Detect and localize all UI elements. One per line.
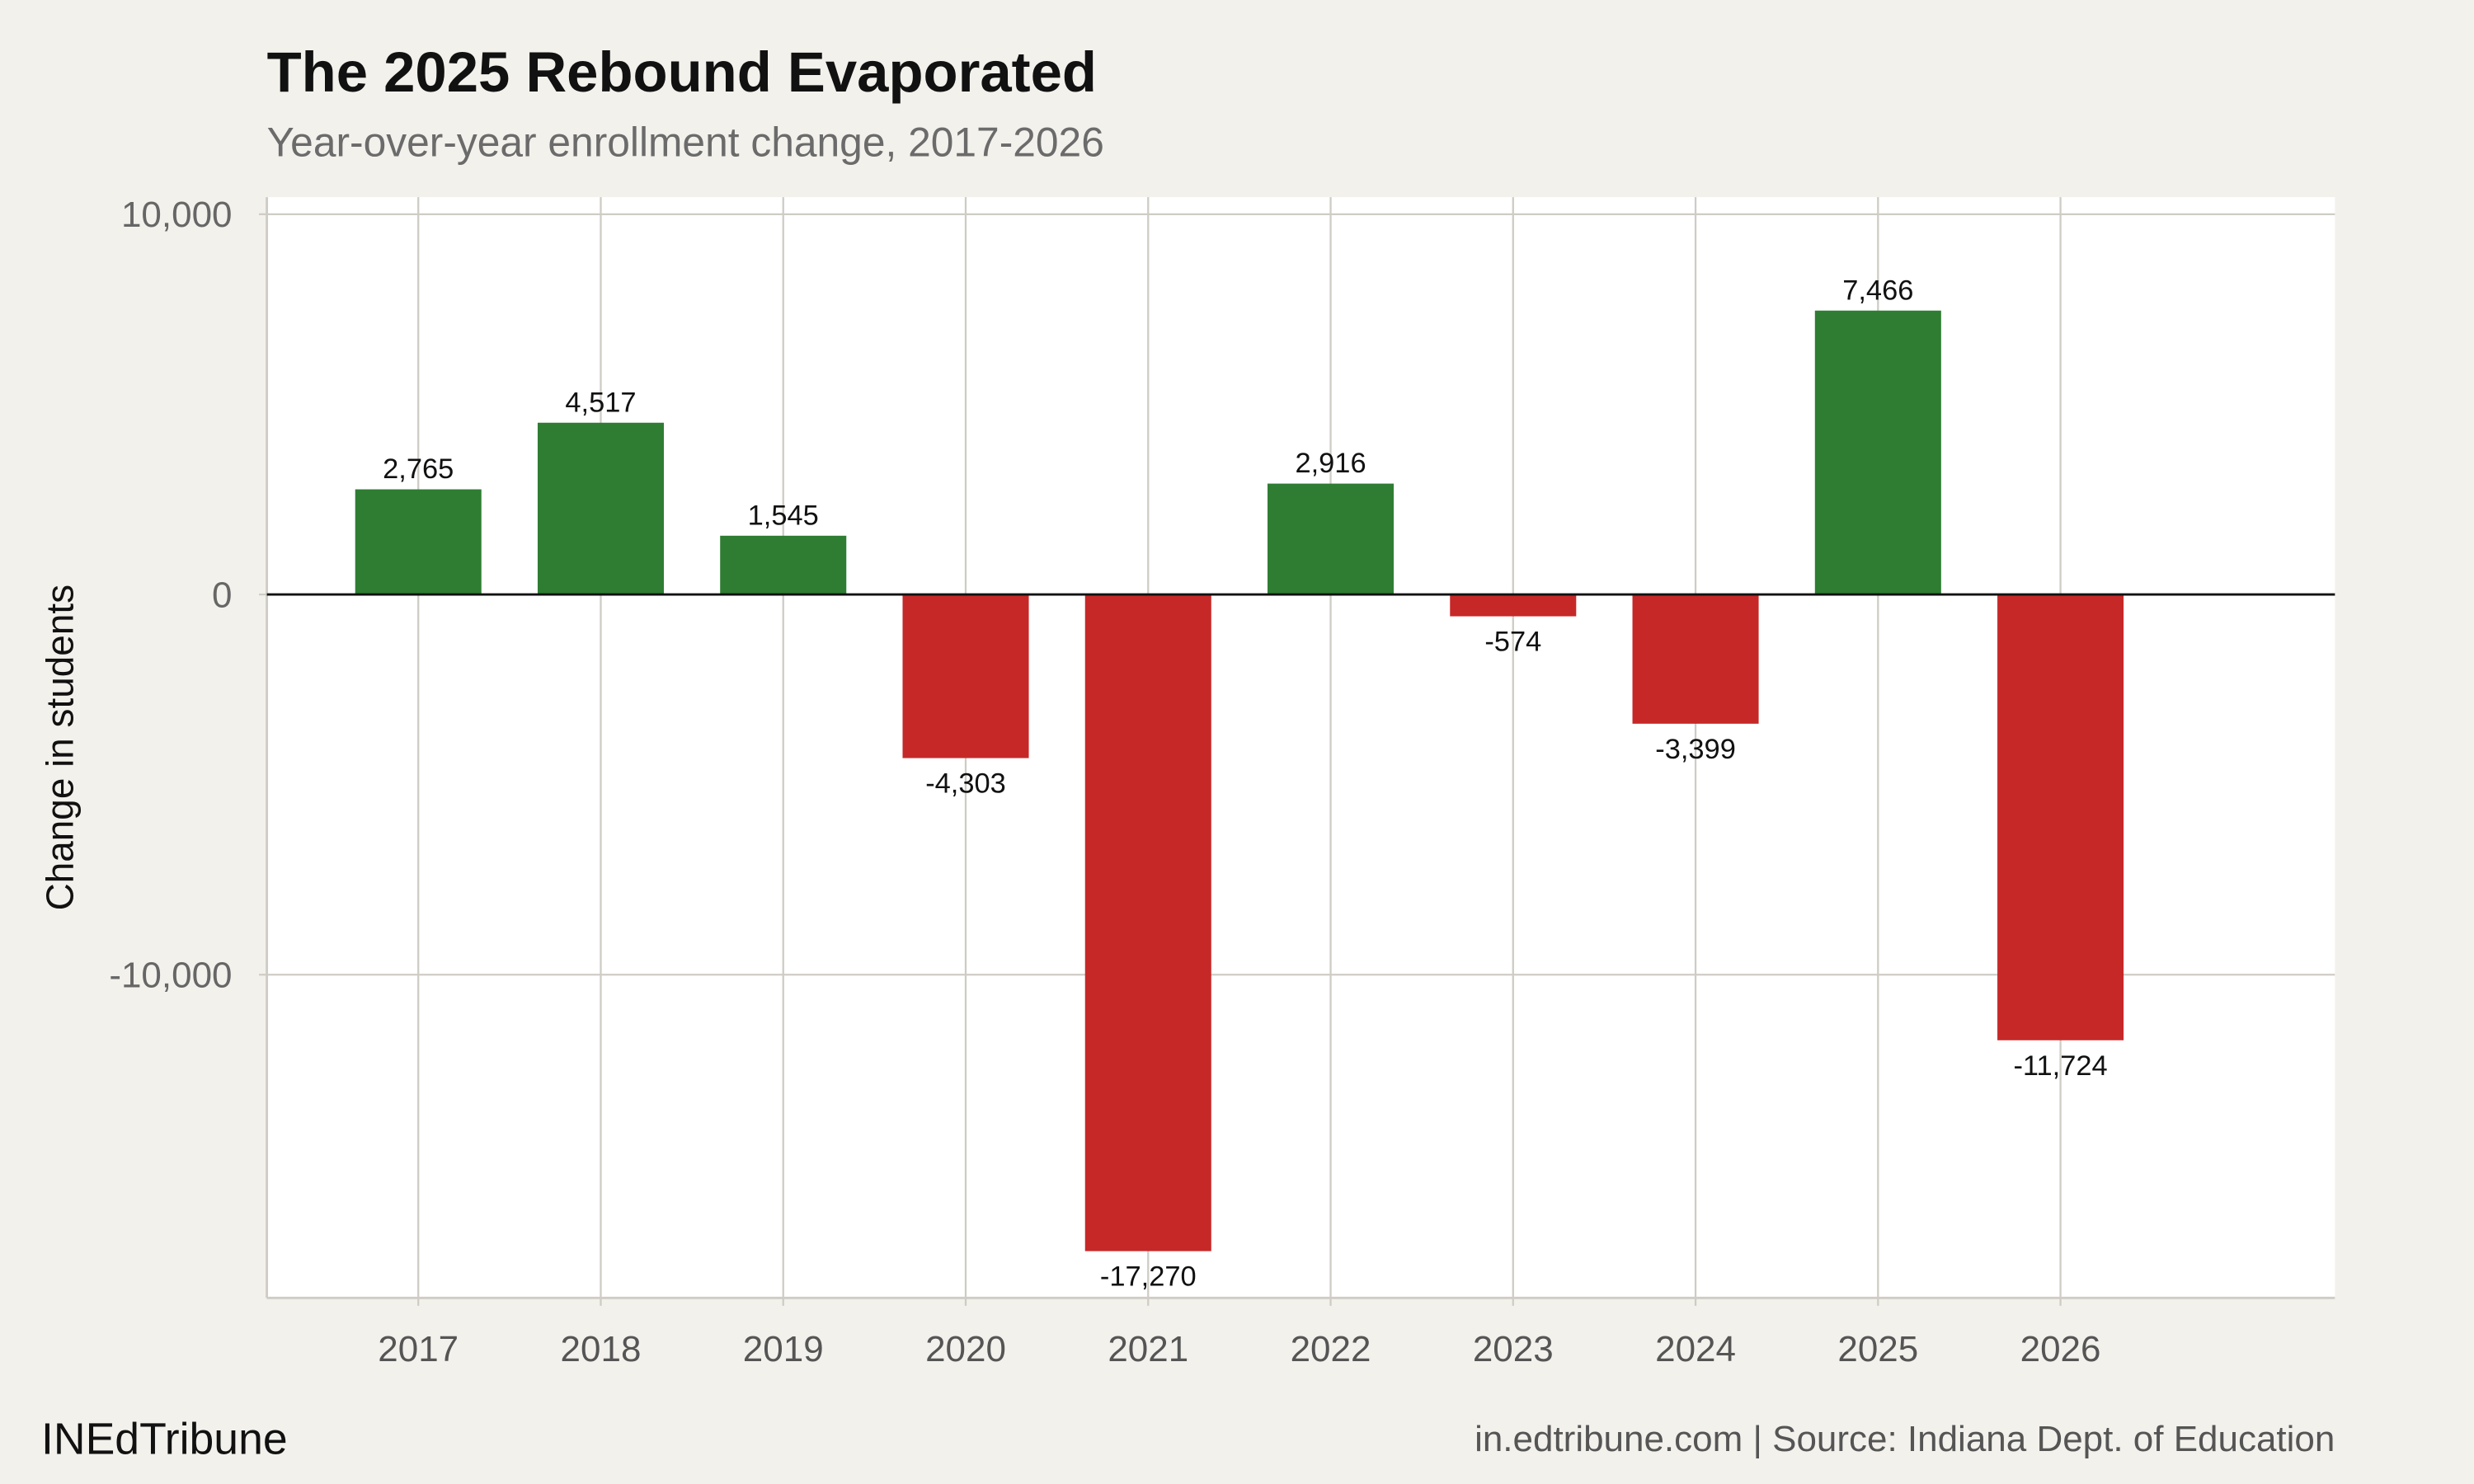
chart-subtitle: Year-over-year enrollment change, 2017-2…: [267, 119, 1104, 165]
bar: [902, 594, 1029, 758]
value-label: -11,724: [2013, 1050, 2107, 1082]
value-label: -17,270: [1100, 1261, 1197, 1293]
bar: [1450, 594, 1577, 617]
x-tick-label: 2021: [1108, 1329, 1188, 1369]
x-tick-label: 2017: [378, 1329, 459, 1369]
footer-brand: INEdTribune: [41, 1416, 288, 1464]
chart-title: The 2025 Rebound Evaporated: [267, 40, 1097, 104]
bar: [1814, 310, 1941, 595]
bar: [1632, 594, 1759, 724]
x-tick-label: 2023: [1473, 1329, 1554, 1369]
value-label: 2,916: [1295, 448, 1366, 479]
x-tick-label: 2025: [1837, 1329, 1918, 1369]
value-label: 2,765: [383, 453, 454, 485]
footer-source: in.edtribune.com | Source: Indiana Dept.…: [1475, 1419, 2335, 1459]
y-axis-label: Change in students: [38, 585, 81, 910]
value-label: 7,466: [1842, 275, 1913, 306]
x-tick-label: 2026: [2020, 1329, 2101, 1369]
y-tick-label: 0: [212, 575, 232, 615]
value-label: 4,517: [565, 387, 636, 418]
bar: [537, 422, 665, 595]
marks: 2,765 4,517 1,545 -4,303 -17,270 2,916 -574 -3,…: [266, 275, 2335, 1293]
value-label: -3,399: [1655, 734, 1736, 765]
value-label: -4,303: [925, 768, 1006, 800]
x-tick-label: 2020: [925, 1329, 1006, 1369]
x-tick-label: 2022: [1291, 1329, 1371, 1369]
plot-area: [266, 197, 2335, 1298]
value-label: 1,545: [748, 500, 819, 531]
bar: [720, 535, 847, 595]
bar: [355, 489, 482, 595]
x-tick-label: 2018: [561, 1329, 642, 1369]
bar: [1997, 594, 2124, 1040]
x-tick-label: 2024: [1655, 1329, 1736, 1369]
y-tick-label: 10,000: [121, 195, 233, 235]
y-tick-label: -10,000: [109, 956, 232, 996]
value-label: -574: [1484, 627, 1541, 658]
x-tick-label: 2019: [743, 1329, 824, 1369]
bar: [1268, 483, 1395, 595]
bar: [1084, 594, 1211, 1252]
